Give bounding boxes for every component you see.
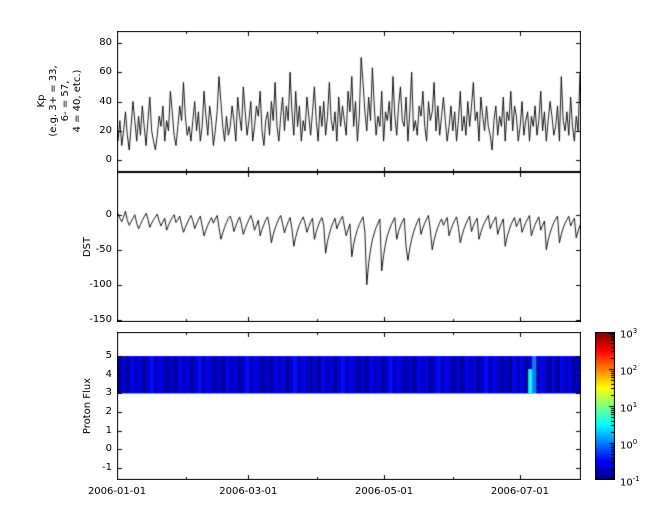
proton-flux-spectrogram-canvas [117, 332, 581, 480]
x-tick-label: 2006-01-01 [87, 486, 147, 497]
y-tick-label: 1 [105, 424, 112, 436]
colorbar-tick-label: 102 [620, 364, 638, 378]
y-tick-label: 2 [105, 406, 112, 418]
x-tick-label: 2006-07-01 [490, 486, 549, 497]
y-tick-label: 5 [105, 350, 112, 362]
y-tick-label: 3 [105, 387, 112, 399]
dst-plot-canvas [117, 172, 581, 322]
y-tick-label: -50 [95, 243, 112, 255]
y-tick-label: 40 [99, 95, 112, 107]
colorbar [595, 332, 615, 480]
y-tick-label: 20 [99, 124, 112, 136]
y-tick-label: 80 [99, 36, 112, 48]
x-tick-label: 2006-05-01 [355, 486, 414, 497]
x-tick-label: 2006-03-01 [219, 486, 278, 497]
dst-panel [117, 172, 581, 322]
colorbar-tick-label: 101 [620, 401, 638, 415]
y-tick-label: -1 [102, 462, 112, 474]
y-tick-label: -100 [89, 278, 112, 290]
y-tick-label: 0 [105, 208, 112, 220]
kp-panel [117, 31, 581, 172]
proton-flux-panel [117, 332, 581, 480]
kp-plot-canvas [117, 31, 581, 172]
y-tick-label: 60 [99, 66, 112, 78]
colorbar-tick-label: 103 [620, 327, 638, 341]
colorbar-tick-label: 10-1 [620, 475, 640, 489]
colorbar-tick-label: 100 [620, 438, 638, 452]
y-tick-label: 0 [105, 443, 112, 455]
y-tick-label: 0 [105, 154, 112, 166]
y-tick-label: -150 [89, 313, 112, 325]
y-tick-label: 4 [105, 368, 112, 380]
